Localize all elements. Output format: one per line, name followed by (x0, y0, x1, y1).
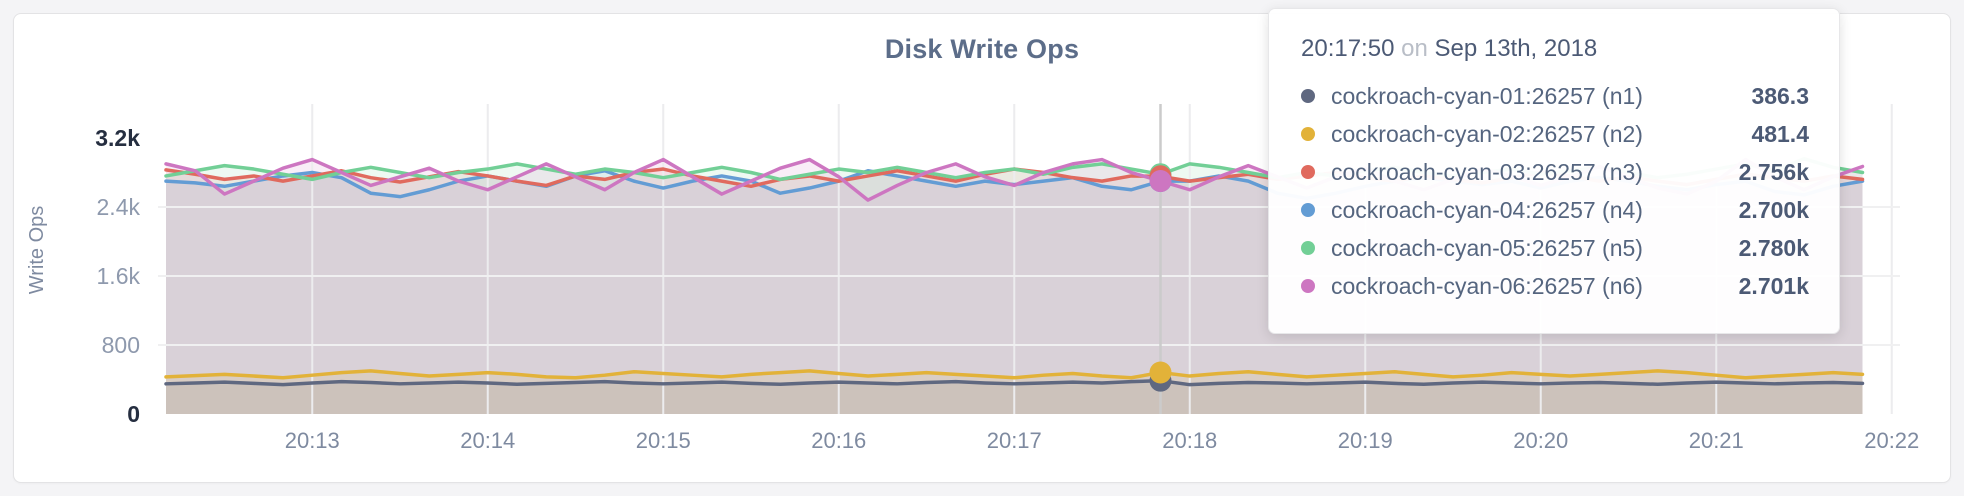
chart-title: Disk Write Ops (884, 34, 1080, 64)
series-value: 2.701k (1738, 272, 1809, 299)
tooltip-header: 20:17:50 on Sep 13th, 2018 (1301, 35, 1809, 63)
series-name: cockroach-cyan-03:26257 (n3) (1331, 158, 1643, 185)
y-axis-title-text: Write Ops (26, 205, 48, 295)
series-color-dot-icon (1301, 165, 1315, 179)
tooltip-row: cockroach-cyan-04:26257 (n4) 2.700k (1299, 191, 1809, 229)
series-color-dot-icon (1301, 241, 1315, 255)
tooltip-row: cockroach-cyan-01:26257 (n1) 386.3 (1299, 77, 1809, 115)
series-color-dot-icon (1301, 279, 1315, 293)
series-name: cockroach-cyan-01:26257 (n1) (1331, 82, 1643, 109)
tooltip-row: cockroach-cyan-06:26257 (n6) 2.701k (1299, 267, 1809, 305)
series-name: cockroach-cyan-05:26257 (n5) (1331, 234, 1643, 261)
tooltip-series-list: cockroach-cyan-01:26257 (n1) 386.3 cockroa… (1299, 77, 1809, 305)
tooltip-row: cockroach-cyan-05:26257 (n5) 2.780k (1299, 229, 1809, 267)
series-value: 2.756k (1738, 158, 1809, 185)
series-name: cockroach-cyan-02:26257 (n2) (1331, 120, 1643, 147)
tooltip-time: 20:17:50 (1301, 35, 1395, 62)
series-name: cockroach-cyan-06:26257 (n6) (1331, 272, 1643, 299)
series-color-dot-icon (1301, 127, 1315, 141)
series-color-dot-icon (1301, 203, 1315, 217)
series-value: 2.780k (1738, 234, 1809, 261)
series-value: 2.700k (1738, 196, 1809, 223)
hover-tooltip: 20:17:50 on Sep 13th, 2018 cockroach-cya… (1268, 8, 1840, 334)
tooltip-row: cockroach-cyan-02:26257 (n2) 481.4 (1299, 115, 1809, 153)
series-value: 481.4 (1751, 120, 1809, 147)
series-value: 386.3 (1751, 82, 1809, 109)
tooltip-row: cockroach-cyan-03:26257 (n3) 2.756k (1299, 153, 1809, 191)
series-color-dot-icon (1301, 89, 1315, 103)
tooltip-preposition: on (1401, 35, 1428, 62)
tooltip-date: Sep 13th, 2018 (1434, 35, 1598, 62)
series-name: cockroach-cyan-04:26257 (n4) (1331, 196, 1643, 223)
